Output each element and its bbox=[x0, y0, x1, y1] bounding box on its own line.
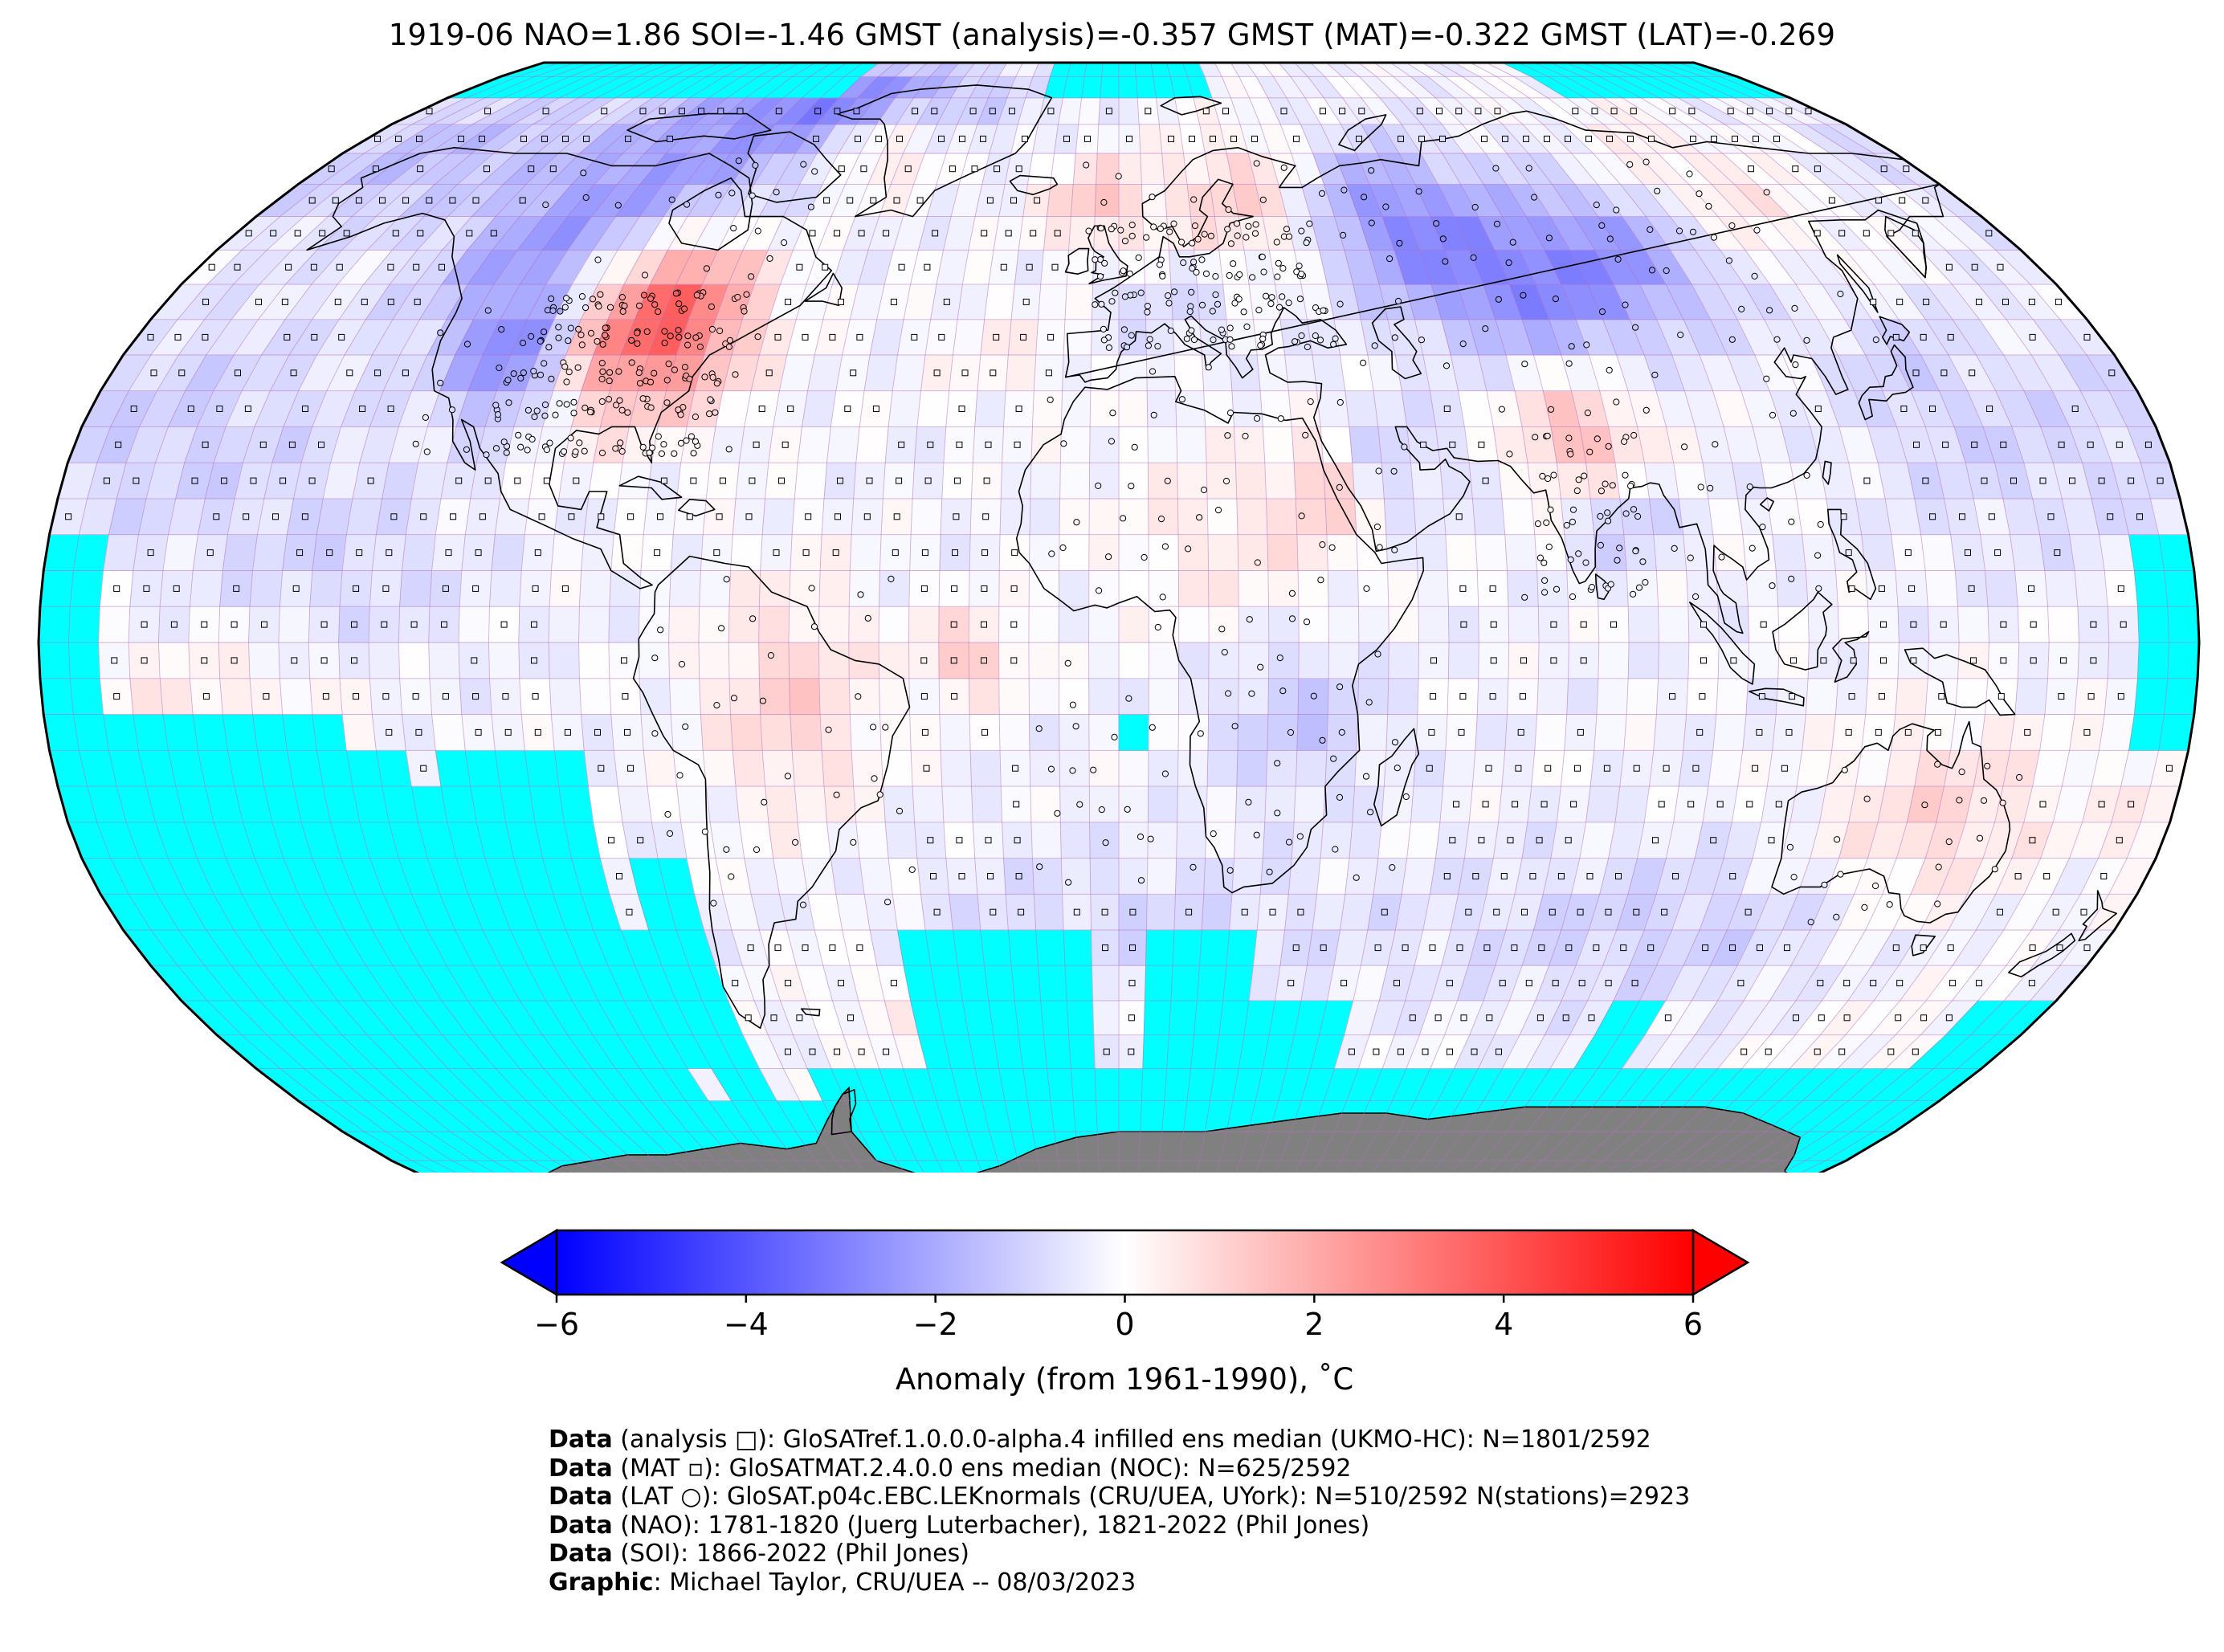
colorbar-tick-label: −6 bbox=[534, 1307, 579, 1342]
colorbar-ticks: −6 −4 −2 0 2 4 6 bbox=[534, 1295, 1703, 1342]
data-credits: Data (analysis □): GloSATref.1.0.0.0-alp… bbox=[549, 1426, 1690, 1597]
colorbar-tick-label: 4 bbox=[1494, 1307, 1513, 1342]
colorbar-tick-label: −4 bbox=[724, 1307, 769, 1342]
colorbar: −6 −4 −2 0 2 4 6 Anomaly (from 1961-1990), ˚C bbox=[500, 1228, 1750, 1397]
colorbar-tick-label: −2 bbox=[913, 1307, 958, 1342]
credit-line: Data (SOI): 1866-2022 (Phil Jones) bbox=[549, 1540, 969, 1568]
colorbar-extend-low bbox=[500, 1228, 558, 1297]
credit-line: Data (analysis □): GloSATref.1.0.0.0-alp… bbox=[549, 1426, 1651, 1454]
credit-line: Data (MAT ▫): GloSATMAT.2.4.0.0 ens medi… bbox=[549, 1454, 1352, 1483]
world-map bbox=[37, 61, 2201, 1173]
colorbar-tick-label: 2 bbox=[1304, 1307, 1324, 1342]
colorbar-gradient bbox=[555, 1229, 1695, 1296]
credit-line: Graphic: Michael Taylor, CRU/UEA -- 08/0… bbox=[549, 1568, 1136, 1597]
map-title: 1919-06 NAO=1.86 SOI=-1.46 GMST (analysi… bbox=[388, 18, 1836, 52]
credit-line: Data (LAT ○): GloSAT.p04c.EBC.LEKnormals… bbox=[549, 1483, 1691, 1511]
credit-line: Data (NAO): 1781-1820 (Juerg Luterbacher… bbox=[549, 1511, 1370, 1540]
colorbar-label: Anomaly (from 1961-1990), ˚C bbox=[896, 1362, 1353, 1397]
colorbar-tick-label: 0 bbox=[1115, 1307, 1134, 1342]
colorbar-extend-high bbox=[1691, 1228, 1750, 1297]
colorbar-tick-label: 6 bbox=[1683, 1307, 1703, 1342]
